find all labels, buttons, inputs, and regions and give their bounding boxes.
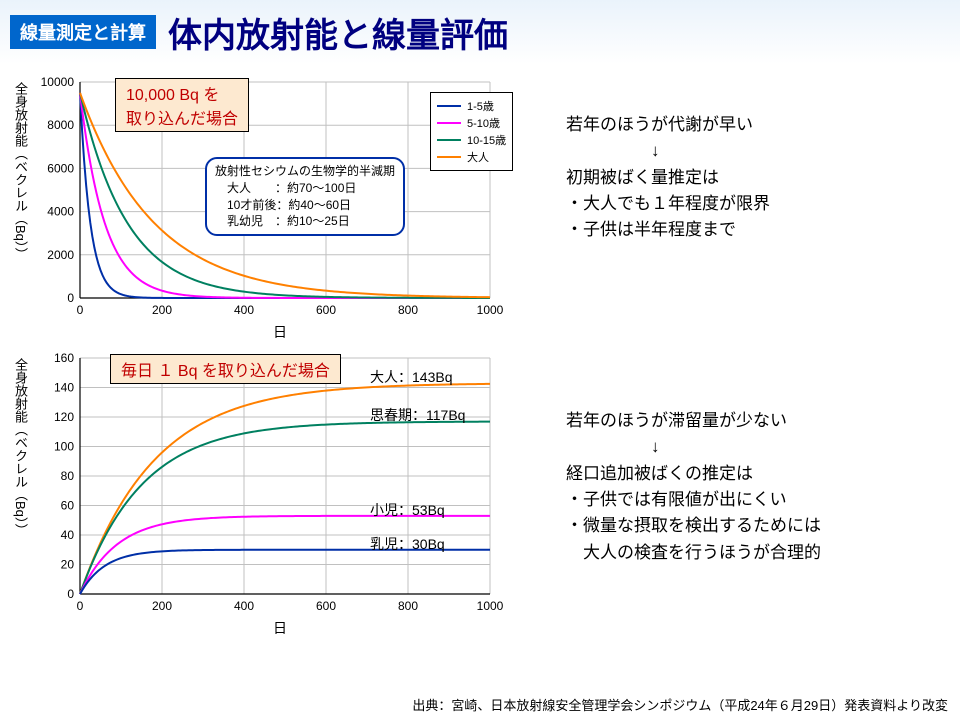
svg-text:600: 600 [316, 599, 336, 613]
svg-text:200: 200 [152, 599, 172, 613]
note-line: 経口追加被ばくの推定は [566, 461, 821, 487]
legend-swatch [437, 156, 461, 158]
svg-text:1000: 1000 [477, 303, 504, 317]
half-life-title: 放射性セシウムの生物学的半減期 [215, 163, 395, 180]
svg-text:140: 140 [54, 381, 74, 395]
svg-text:40: 40 [61, 528, 75, 542]
chart-1-legend: 1-5歳5-10歳10-15歳大人 [430, 92, 513, 171]
source-citation: 出典：宮崎、日本放射線安全管理学会シンポジウム（平成24年６月29日）発表資料よ… [412, 695, 948, 714]
note-line: 大人の検査を行うほうが合理的 [566, 540, 821, 566]
svg-text:0: 0 [67, 587, 74, 601]
chart-2-title-box: 毎日 １ Bq を取り込んだ場合 [110, 354, 341, 384]
svg-text:400: 400 [234, 599, 254, 613]
half-life-row: 大人 ：約70～100日 [215, 180, 395, 197]
svg-text:20: 20 [61, 558, 75, 572]
svg-text:4000: 4000 [47, 205, 74, 219]
note-line: ↓ [566, 434, 821, 460]
legend-label: 5-10歳 [467, 115, 500, 131]
chart-1-ylabel: 全身放射能（ベクレル（Bq）） [10, 82, 30, 260]
svg-text:100: 100 [54, 440, 74, 454]
svg-text:0: 0 [77, 303, 84, 317]
svg-text:2000: 2000 [47, 248, 74, 262]
svg-text:120: 120 [54, 410, 74, 424]
chart-2-block: 全身放射能（ベクレル（Bq）） 0 20 40 60 80 100 120 140 160 0 20… [10, 348, 550, 638]
note-line: ・子供では有限値が出にくい [566, 487, 821, 513]
svg-text:600: 600 [316, 303, 336, 317]
legend-item: 10-15歳 [437, 132, 506, 148]
svg-text:0: 0 [67, 291, 74, 305]
category-tag: 線量測定と計算 [10, 15, 156, 49]
chart-1-title-box: 10,000 Bq を 取り込んだ場合 [115, 78, 249, 132]
svg-text:1000: 1000 [477, 599, 504, 613]
legend-label: 1-5歳 [467, 98, 494, 114]
legend-swatch [437, 122, 461, 124]
note-line: ・微量な摂取を検出するためには [566, 513, 821, 539]
legend-label: 大人 [467, 149, 489, 165]
half-life-row: 乳幼児 ：約10～25日 [215, 213, 395, 230]
legend-label: 10-15歳 [467, 132, 506, 148]
legend-swatch [437, 139, 461, 141]
note-line: 若年のほうが代謝が早い [566, 112, 770, 138]
notes-2: 若年のほうが滞留量が少ない ↓経口追加被ばくの推定は・子供では有限値が出にくい・… [550, 348, 821, 566]
svg-text:200: 200 [152, 303, 172, 317]
svg-text:400: 400 [234, 303, 254, 317]
svg-text:60: 60 [61, 499, 75, 513]
svg-text:10000: 10000 [41, 75, 75, 89]
header: 線量測定と計算 体内放射能と線量評価 [0, 0, 960, 64]
legend-swatch [437, 105, 461, 107]
svg-text:80: 80 [61, 469, 75, 483]
legend-item: 5-10歳 [437, 115, 506, 131]
chart-2-ylabel: 全身放射能（ベクレル（Bq）） [10, 358, 30, 536]
svg-text:8000: 8000 [47, 118, 74, 132]
svg-text:0: 0 [77, 599, 84, 613]
half-life-box: 放射性セシウムの生物学的半減期 大人 ：約70～100日 10才前後：約40～6… [205, 157, 405, 236]
notes-1: 若年のほうが代謝が早い ↓初期被ばく量推定は・大人でも１年程度が限界・子供は半年… [550, 72, 770, 244]
curve-label: 思春期：117Bq [370, 405, 465, 425]
note-line: 若年のほうが滞留量が少ない [566, 408, 821, 434]
note-line: 初期被ばく量推定は [566, 165, 770, 191]
page-title: 体内放射能と線量評価 [168, 8, 508, 57]
half-life-row: 10才前後：約40～60日 [215, 197, 395, 214]
chart-2-xlabel: 日 [10, 618, 550, 638]
chart-1-block: 全身放射能（ベクレル（Bq）） 0 2000 4000 6000 8000 10000 0 2… [10, 72, 550, 342]
legend-item: 1-5歳 [437, 98, 506, 114]
curve-label: 乳児：30Bq [370, 534, 445, 554]
svg-text:6000: 6000 [47, 161, 74, 175]
chart-2: 0 20 40 60 80 100 120 140 160 0 200 400 600 800 1000 [10, 348, 540, 622]
note-line: ・大人でも１年程度が限界 [566, 191, 770, 217]
note-line: ・子供は半年程度まで [566, 217, 770, 243]
svg-text:800: 800 [398, 599, 418, 613]
curve-label: 大人：143Bq [370, 367, 452, 387]
chart-1-xlabel: 日 [10, 322, 550, 342]
svg-text:160: 160 [54, 351, 74, 365]
curve-label: 小児：53Bq [370, 500, 445, 520]
legend-item: 大人 [437, 149, 506, 165]
note-line: ↓ [566, 138, 770, 164]
svg-text:800: 800 [398, 303, 418, 317]
